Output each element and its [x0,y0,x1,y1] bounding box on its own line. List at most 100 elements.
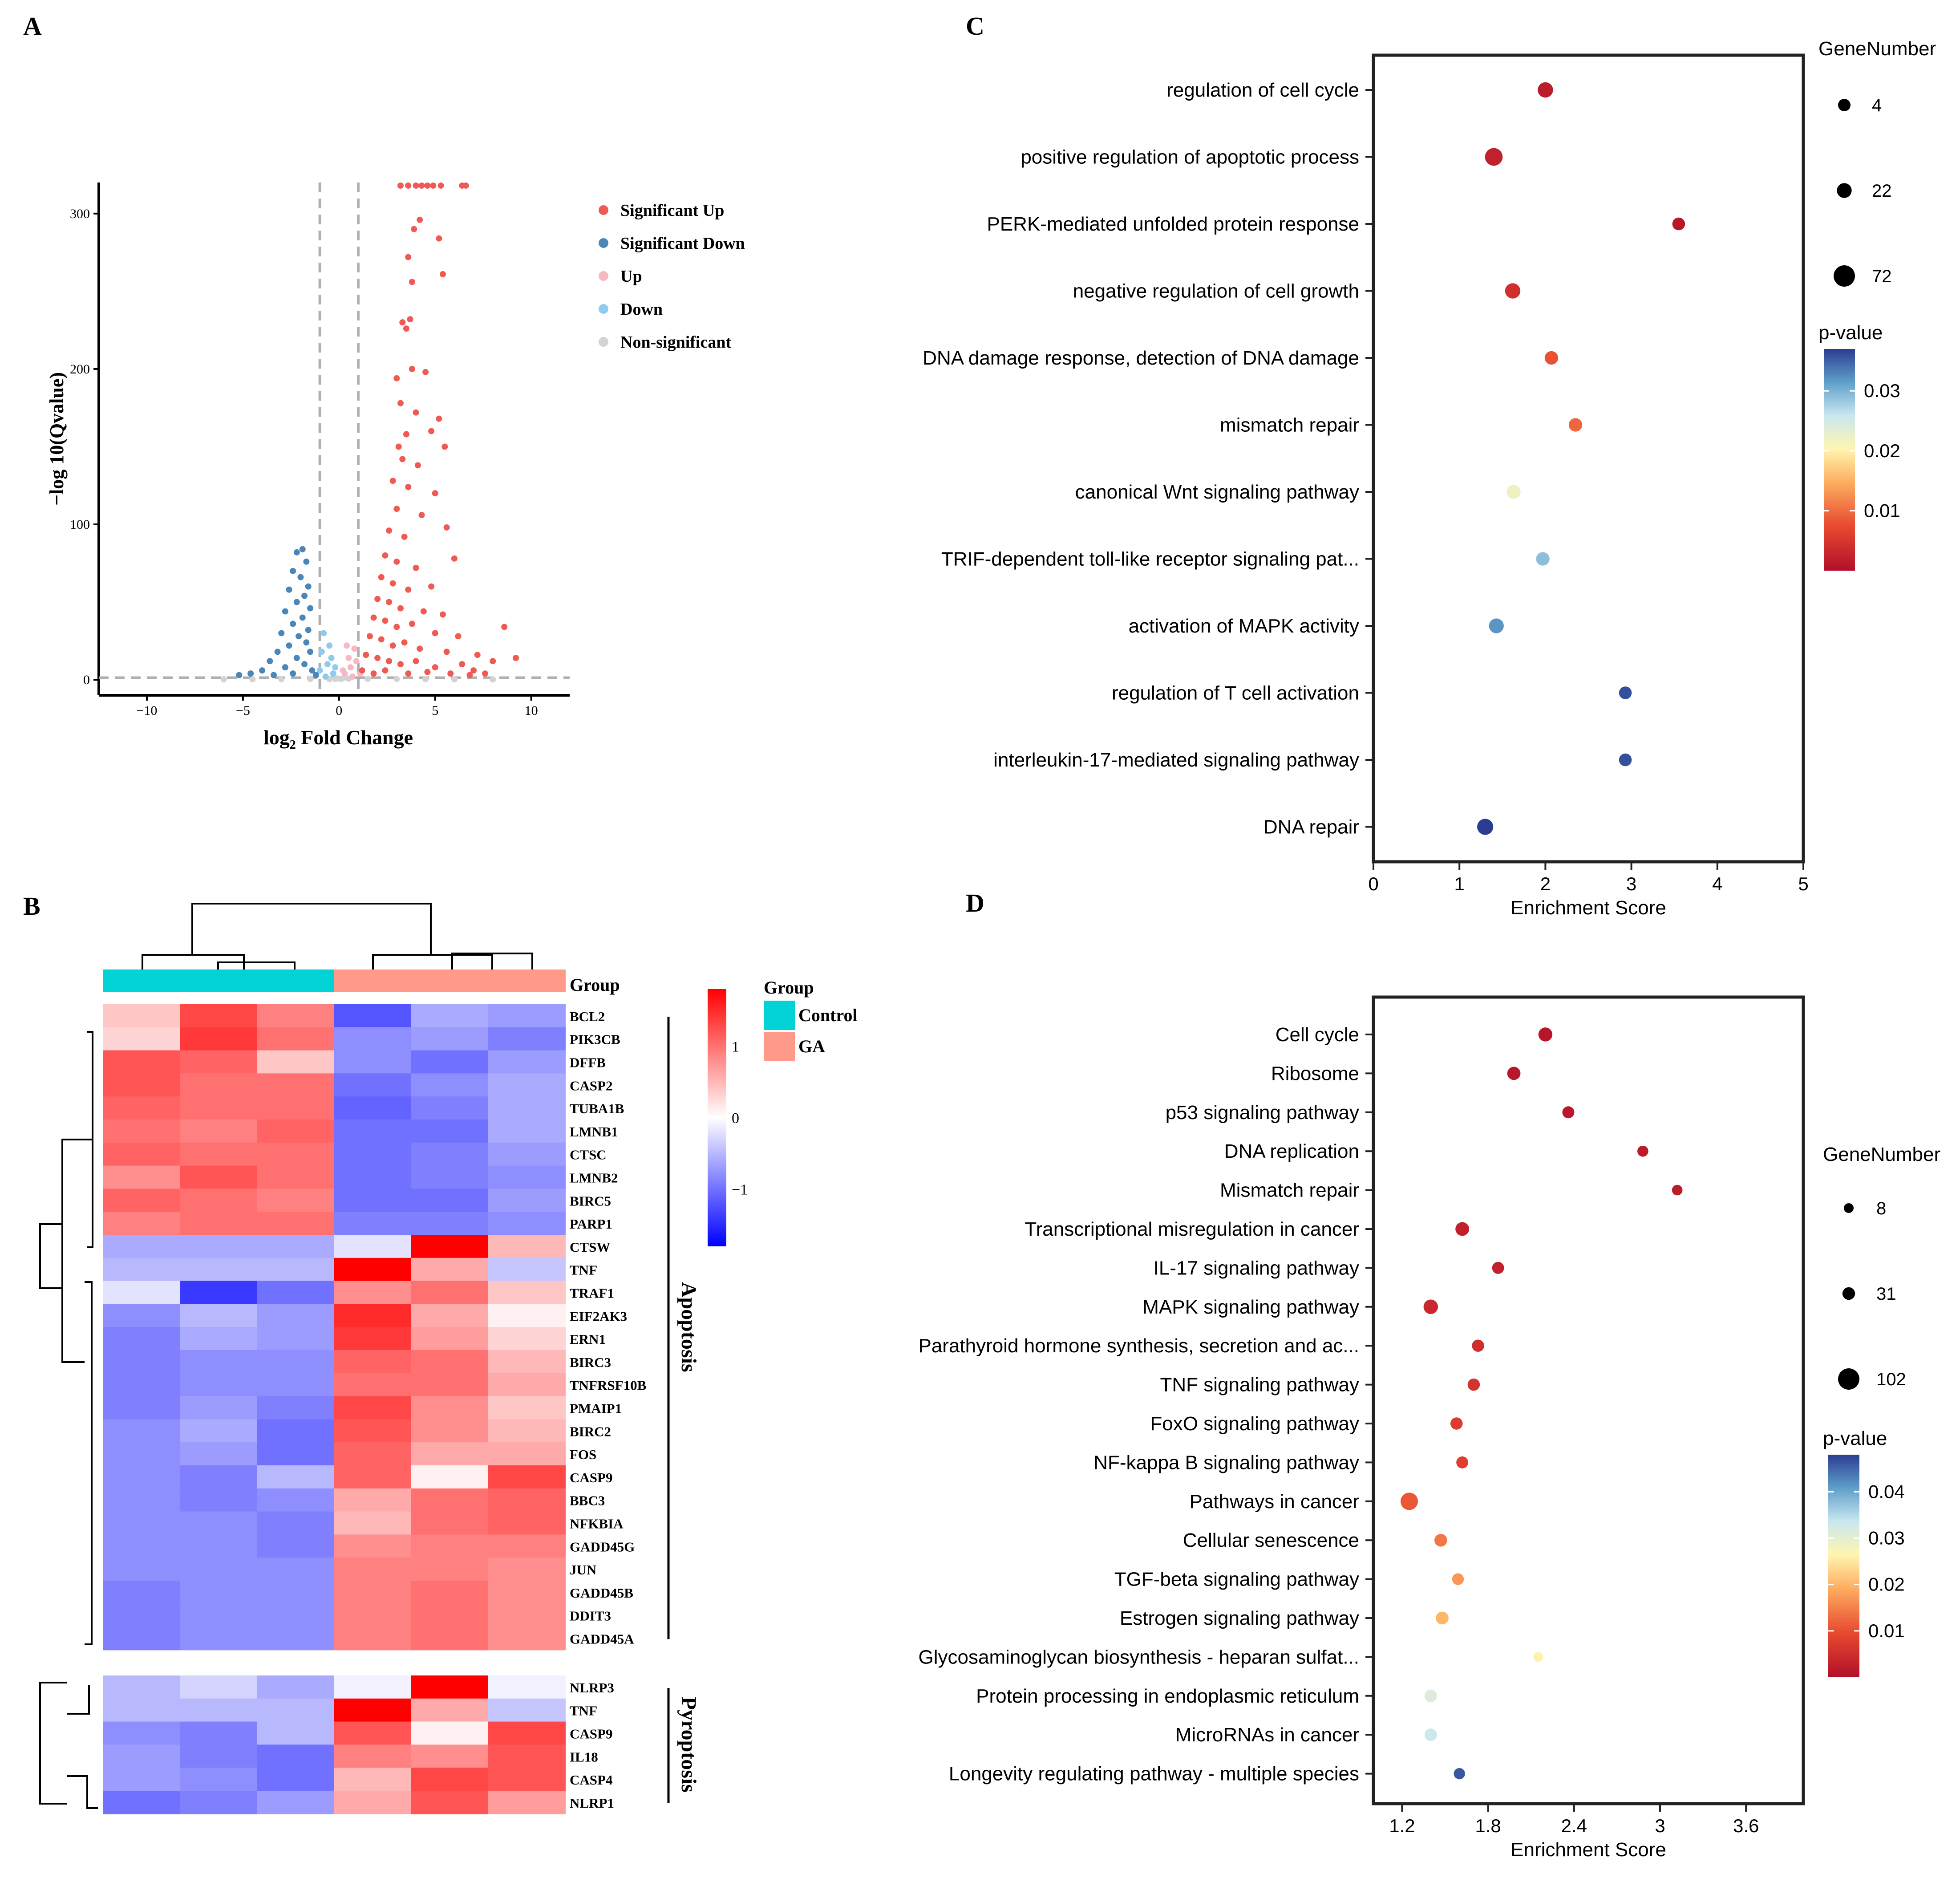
heatmap-cell [488,1027,566,1051]
heatmap-section-labels: Apoptosis Pyroptosis [667,1017,701,1803]
category-label: PERK-mediated unfolded protein response [987,213,1359,235]
size-legend-label: 4 [1872,96,1882,115]
heatmap-cell [411,1627,489,1651]
heatmap-cell [334,1235,412,1258]
volcano-point [409,279,415,285]
volcano-point [247,670,254,677]
size-legend-title: GeneNumber [1823,1144,1940,1165]
volcano-point [405,484,412,491]
category-label: TGF-beta signaling pathway [1114,1569,1359,1590]
category-label: mismatch repair [1220,414,1359,436]
heatmap-cell [334,1465,412,1489]
x-tick-label: 10 [525,703,538,718]
volcano-point [439,271,446,277]
heatmap-cell [411,1165,489,1189]
heatmap-cell [257,1558,335,1581]
heatmap-cell [411,1142,489,1166]
category-label: IL-17 signaling pathway [1154,1257,1359,1279]
heatmap-cell [411,1534,489,1558]
heatmap-cell [180,1581,258,1604]
volcano-point [286,642,292,649]
volcano-point [293,549,300,556]
heatmap-cell [334,1675,412,1699]
heatmap-cell [257,1744,335,1768]
heatmap-cell [257,1257,335,1282]
dot [1568,418,1583,432]
heatmap-cell [257,1304,335,1328]
go-enrichment-dotplot: regulation of cell cycle positive regulat… [923,38,1936,919]
heatmap-cell [488,1744,566,1768]
legend-swatch-1 [599,238,608,248]
volcano-point [349,673,356,680]
panel-label-d: D [966,888,984,917]
volcano-point [378,636,385,643]
dot [1477,819,1494,835]
dot [1423,1299,1438,1314]
heatmap-cell [411,1050,489,1074]
colorbar-tick: 1 [732,1038,739,1055]
category-label: DNA damage response, detection of DNA da… [923,347,1359,369]
color-legend-bar [1828,1455,1859,1677]
volcano-point [386,658,393,665]
heatmap-cell [334,1165,412,1189]
category-label: DNA repair [1263,816,1359,838]
heatmap-cell [488,1698,566,1722]
volcano-point [303,558,310,565]
volcano-point [236,672,243,678]
legend-swatch-2 [599,271,608,281]
volcano-point [274,649,281,655]
x-tick-label: 2.4 [1561,1815,1587,1836]
volcano-point [470,667,477,674]
volcano-point [297,574,304,580]
volcano-point [424,182,431,189]
group-legend-swatch-0 [764,1001,795,1030]
heatmap-cell [180,1675,258,1699]
heatmap-cell [257,1188,335,1213]
heatmap-gene-labels: BCL2 PIK3CB DFFB CASP2 TUBA1B LMNB1 CTSC LMNB2 B… [570,1009,646,1811]
volcano-point [249,676,256,683]
plot-frame [1372,995,1805,1805]
gene-label: GADD45A [570,1631,634,1647]
volcano-point [424,669,431,675]
heatmap-cell [488,1675,566,1699]
heatmap-cell [488,1327,566,1351]
dot [1672,1184,1683,1196]
x-tick-label: 0 [1368,873,1378,894]
volcano-point [393,558,400,565]
x-tick-label: 0 [336,703,342,718]
heatmap-cell [411,1698,489,1722]
volcano-point [397,605,404,612]
volcano-point [393,676,400,682]
heatmap-cell [180,1373,258,1397]
volcano-point [393,375,400,381]
volcano-point [432,630,438,637]
heatmap-cell [103,1188,181,1213]
heatmap-cell [334,1073,412,1097]
volcano-point [359,667,365,674]
category-label: regulation of T cell activation [1112,682,1359,704]
heatmap-cell [180,1142,258,1166]
category-label: Estrogen signaling pathway [1120,1607,1359,1629]
color-legend-title: p-value [1818,322,1883,344]
volcano-point [389,580,396,587]
heatmap-cell [257,1142,335,1166]
volcano-point [413,409,419,416]
gene-label: TNF [570,1703,597,1719]
category-label: regulation of cell cycle [1166,79,1359,101]
volcano-point [282,608,288,615]
size-legend-dot [1842,1287,1855,1300]
volcano-point [389,478,396,484]
heatmap-cell [411,1212,489,1235]
heatmap-cell [103,1096,181,1120]
group-bar-cell [334,969,412,992]
heatmap-cell [334,1791,412,1814]
volcano-point [386,599,393,605]
heatmap-cell [257,1465,335,1489]
category-label: positive regulation of apoptotic process [1020,146,1359,168]
volcano-point [455,633,462,640]
volcano-point [443,649,450,655]
size-legend-label: 31 [1876,1284,1896,1304]
heatmap-cell [334,1327,412,1351]
heatmap-cell [411,1791,489,1814]
heatmap-cell [334,1558,412,1581]
